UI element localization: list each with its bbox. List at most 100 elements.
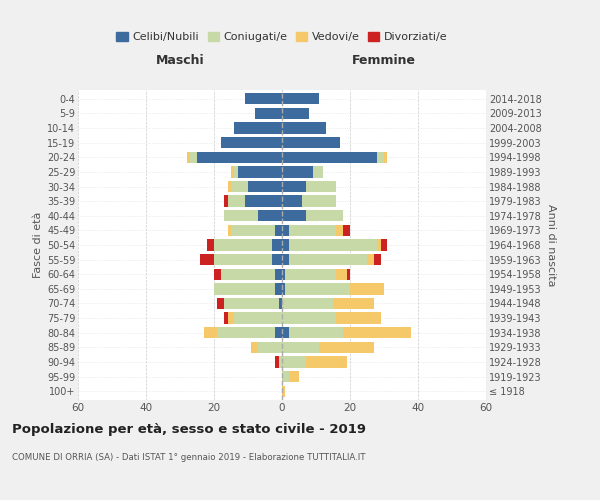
Legend: Celibi/Nubili, Coniugati/e, Vedovi/e, Divorziati/e: Celibi/Nubili, Coniugati/e, Vedovi/e, Di… (112, 28, 452, 46)
Bar (282, 254, 289, 266)
Bar (289, 327, 343, 338)
Bar (377, 152, 384, 163)
Y-axis label: Fasce di età: Fasce di età (32, 212, 43, 278)
Text: COMUNE DI ORRIA (SA) - Dati ISTAT 1° gennaio 2019 - Elaborazione TUTTITALIA.IT: COMUNE DI ORRIA (SA) - Dati ISTAT 1° gen… (12, 452, 365, 462)
Bar (282, 371, 289, 382)
Y-axis label: Anni di nascita: Anni di nascita (545, 204, 556, 286)
Bar (207, 240, 214, 250)
Bar (275, 356, 278, 368)
Bar (282, 152, 377, 163)
Bar (282, 108, 309, 119)
Bar (221, 268, 275, 280)
Bar (306, 181, 337, 192)
Bar (278, 356, 282, 368)
Bar (282, 181, 306, 192)
Bar (286, 283, 350, 294)
Bar (214, 283, 275, 294)
Bar (343, 327, 411, 338)
Bar (282, 122, 326, 134)
Bar (275, 268, 282, 280)
Text: Femmine: Femmine (352, 54, 416, 68)
Bar (282, 268, 286, 280)
Bar (306, 210, 343, 222)
Bar (289, 224, 337, 236)
Bar (224, 196, 227, 207)
Bar (255, 108, 282, 119)
Bar (200, 254, 214, 266)
Bar (319, 342, 374, 353)
Bar (289, 371, 299, 382)
Bar (282, 342, 319, 353)
Bar (245, 93, 282, 104)
Bar (282, 224, 289, 236)
Bar (217, 327, 275, 338)
Bar (245, 196, 282, 207)
Text: Popolazione per età, sesso e stato civile - 2019: Popolazione per età, sesso e stato civil… (12, 422, 366, 436)
Bar (224, 210, 258, 222)
Bar (248, 181, 282, 192)
Bar (224, 312, 227, 324)
Bar (286, 268, 337, 280)
Text: Maschi: Maschi (155, 54, 205, 68)
Bar (278, 298, 282, 309)
Bar (282, 386, 286, 397)
Bar (231, 166, 235, 177)
Bar (306, 356, 347, 368)
Bar (221, 137, 282, 148)
Bar (302, 196, 337, 207)
Bar (343, 224, 350, 236)
Bar (224, 298, 278, 309)
Bar (289, 254, 367, 266)
Bar (282, 137, 340, 148)
Bar (227, 224, 231, 236)
Bar (197, 152, 282, 163)
Bar (333, 298, 374, 309)
Bar (235, 166, 238, 177)
Bar (275, 224, 282, 236)
Bar (251, 342, 258, 353)
Bar (374, 254, 380, 266)
Bar (190, 152, 197, 163)
Bar (337, 268, 347, 280)
Bar (227, 312, 235, 324)
Bar (367, 254, 374, 266)
Bar (258, 210, 282, 222)
Bar (289, 240, 377, 250)
Bar (380, 240, 388, 250)
Bar (238, 166, 282, 177)
Bar (258, 342, 282, 353)
Bar (204, 327, 217, 338)
Bar (347, 268, 350, 280)
Bar (282, 196, 302, 207)
Bar (275, 327, 282, 338)
Bar (217, 298, 224, 309)
Bar (282, 240, 289, 250)
Bar (350, 283, 384, 294)
Bar (384, 152, 388, 163)
Bar (272, 240, 282, 250)
Bar (214, 268, 221, 280)
Bar (313, 166, 323, 177)
Bar (282, 166, 313, 177)
Bar (272, 254, 282, 266)
Bar (227, 181, 231, 192)
Bar (282, 298, 333, 309)
Bar (337, 312, 380, 324)
Bar (214, 240, 272, 250)
Bar (282, 93, 319, 104)
Bar (231, 224, 275, 236)
Bar (235, 312, 282, 324)
Bar (231, 181, 248, 192)
Bar (275, 283, 282, 294)
Bar (282, 283, 286, 294)
Bar (282, 210, 306, 222)
Bar (235, 122, 282, 134)
Bar (282, 312, 337, 324)
Bar (282, 356, 306, 368)
Bar (187, 152, 190, 163)
Bar (337, 224, 343, 236)
Bar (214, 254, 272, 266)
Bar (282, 327, 289, 338)
Bar (227, 196, 245, 207)
Bar (377, 240, 380, 250)
